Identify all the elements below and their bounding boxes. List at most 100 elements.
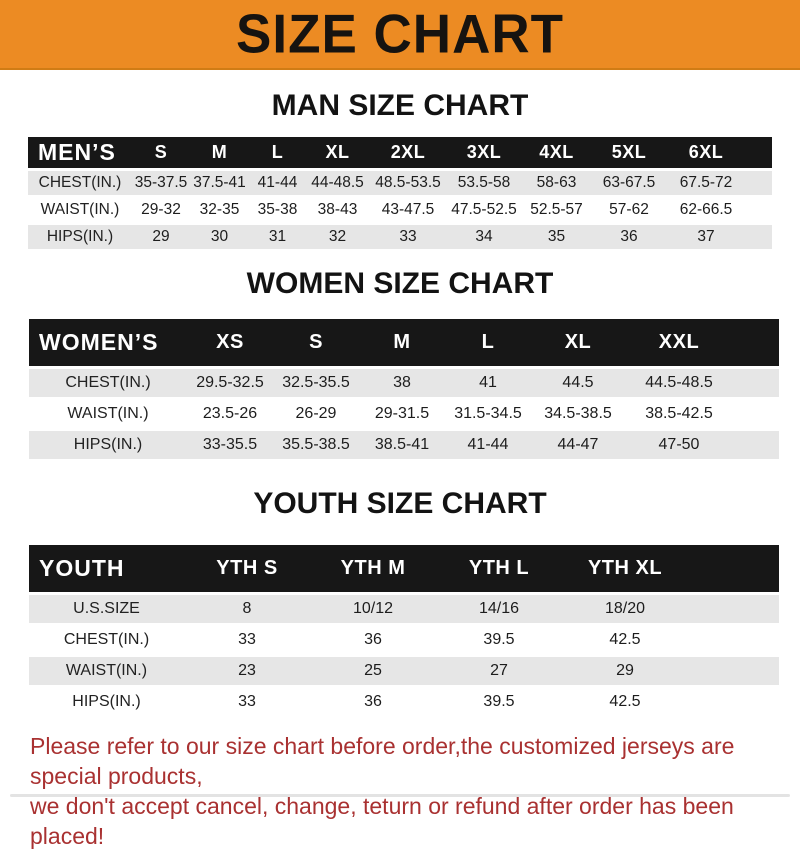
- women-size-table: WOMEN’S XS S M L XL XXL CHEST(IN.) 29.5-32.5 32.5…: [0, 316, 800, 462]
- size-value: 35: [521, 225, 592, 249]
- size-value: 39.5: [436, 626, 562, 654]
- row-label: HIPS(IN.): [29, 431, 187, 459]
- size-value: 44.5: [531, 369, 625, 397]
- column-header: 4XL: [521, 137, 592, 168]
- size-value: 31: [249, 225, 306, 249]
- size-value: 23.5-26: [187, 400, 273, 428]
- size-value: 30: [190, 225, 249, 249]
- column-header: YTH S: [184, 545, 310, 592]
- size-value: 53.5-58: [447, 171, 521, 195]
- banner: SIZE CHART: [0, 0, 800, 70]
- column-header: YTH M: [310, 545, 436, 592]
- size-value: 29.5-32.5: [187, 369, 273, 397]
- column-header: M: [190, 137, 249, 168]
- size-value: 36: [592, 225, 666, 249]
- size-value: 42.5: [562, 626, 688, 654]
- table-corner-label: WOMEN’S: [29, 319, 187, 366]
- size-value: 32.5-35.5: [273, 369, 359, 397]
- youth-size-table: YOUTH YTH S YTH M YTH L YTH XL U.S.SIZE 8 10/12…: [0, 542, 800, 719]
- column-header: XL: [306, 137, 369, 168]
- size-value: 36: [310, 626, 436, 654]
- size-value: 10/12: [310, 595, 436, 623]
- size-value: 29: [132, 225, 190, 249]
- size-value: 14/16: [436, 595, 562, 623]
- column-header: YTH L: [436, 545, 562, 592]
- size-value: 33-35.5: [187, 431, 273, 459]
- size-value: 58-63: [521, 171, 592, 195]
- size-value: 38.5-41: [359, 431, 445, 459]
- column-header: 5XL: [592, 137, 666, 168]
- size-value: 57-62: [592, 198, 666, 222]
- spacer-cell: [688, 626, 779, 654]
- man-size-section: MAN SIZE CHART MEN’S S M L XL 2XL 3XL 4XL 5XL 6XL…: [0, 90, 800, 252]
- spacer-cell: [688, 545, 779, 592]
- size-value: 67.5-72: [666, 171, 746, 195]
- column-header: S: [273, 319, 359, 366]
- size-value: 38-43: [306, 198, 369, 222]
- column-header: XS: [187, 319, 273, 366]
- spacer-cell: [688, 657, 779, 685]
- size-value: 44.5-48.5: [625, 369, 733, 397]
- bottom-divider: [10, 794, 790, 797]
- youth-size-heading: YOUTH SIZE CHART: [253, 487, 547, 520]
- row-label: CHEST(IN.): [29, 369, 187, 397]
- size-value: 63-67.5: [592, 171, 666, 195]
- size-value: 29: [562, 657, 688, 685]
- column-header: XL: [531, 319, 625, 366]
- row-label: HIPS(IN.): [28, 225, 132, 249]
- row-label: U.S.SIZE: [29, 595, 184, 623]
- size-value: 41: [445, 369, 531, 397]
- size-value: 23: [184, 657, 310, 685]
- column-header: YTH XL: [562, 545, 688, 592]
- size-value: 37.5-41: [190, 171, 249, 195]
- size-value: 33: [184, 688, 310, 716]
- size-value: 35-37.5: [132, 171, 190, 195]
- table-corner-label: YOUTH: [29, 545, 184, 592]
- size-value: 44-48.5: [306, 171, 369, 195]
- size-value: 41-44: [249, 171, 306, 195]
- size-value: 33: [369, 225, 447, 249]
- size-value: 27: [436, 657, 562, 685]
- man-size-heading: MAN SIZE CHART: [271, 89, 529, 122]
- disclaimer-line-2: we don't accept cancel, change, teturn o…: [30, 793, 734, 849]
- spacer-cell: [688, 595, 779, 623]
- spacer-cell: [733, 400, 779, 428]
- size-value: 47-50: [625, 431, 733, 459]
- youth-size-section: YOUTH SIZE CHART YOUTH YTH S YTH M YTH L YTH…: [0, 488, 800, 719]
- size-value: 39.5: [436, 688, 562, 716]
- size-value: 32-35: [190, 198, 249, 222]
- size-value: 32: [306, 225, 369, 249]
- size-value: 35.5-38.5: [273, 431, 359, 459]
- spacer-cell: [746, 137, 772, 168]
- size-value: 42.5: [562, 688, 688, 716]
- size-value: 25: [310, 657, 436, 685]
- size-value: 36: [310, 688, 436, 716]
- row-label: WAIST(IN.): [29, 657, 184, 685]
- table-corner-label: MEN’S: [28, 137, 132, 168]
- column-header: L: [445, 319, 531, 366]
- size-value: 29-31.5: [359, 400, 445, 428]
- size-value: 47.5-52.5: [447, 198, 521, 222]
- row-label: WAIST(IN.): [28, 198, 132, 222]
- women-size-heading: WOMEN SIZE CHART: [246, 267, 554, 300]
- disclaimer: Please refer to our size chart before or…: [30, 731, 800, 851]
- size-value: 62-66.5: [666, 198, 746, 222]
- column-header: M: [359, 319, 445, 366]
- page-title: SIZE CHART: [236, 3, 564, 65]
- spacer-cell: [733, 369, 779, 397]
- spacer-cell: [733, 431, 779, 459]
- spacer-cell: [688, 688, 779, 716]
- spacer-cell: [733, 319, 779, 366]
- size-value: 8: [184, 595, 310, 623]
- size-value: 38: [359, 369, 445, 397]
- man-size-table: MEN’S S M L XL 2XL 3XL 4XL 5XL 6XL CHEST(IN.) 35-37…: [0, 134, 800, 252]
- row-label: CHEST(IN.): [29, 626, 184, 654]
- size-value: 29-32: [132, 198, 190, 222]
- column-header: S: [132, 137, 190, 168]
- size-value: 44-47: [531, 431, 625, 459]
- size-value: 38.5-42.5: [625, 400, 733, 428]
- row-label: WAIST(IN.): [29, 400, 187, 428]
- size-value: 18/20: [562, 595, 688, 623]
- size-value: 34.5-38.5: [531, 400, 625, 428]
- column-header: 3XL: [447, 137, 521, 168]
